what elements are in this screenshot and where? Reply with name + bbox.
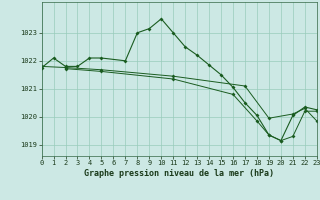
X-axis label: Graphe pression niveau de la mer (hPa): Graphe pression niveau de la mer (hPa) [84,169,274,178]
